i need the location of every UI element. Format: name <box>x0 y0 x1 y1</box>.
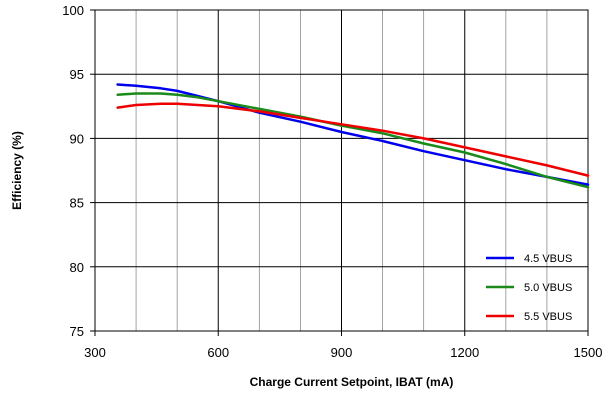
x-tick-label: 900 <box>331 345 353 360</box>
y-tick-label: 90 <box>70 131 84 146</box>
y-tick-label: 80 <box>70 260 84 275</box>
y-tick-labels: 75 80 85 90 95 100 <box>62 3 84 339</box>
x-tick-label: 1500 <box>574 345 603 360</box>
y-tick-label: 75 <box>70 324 84 339</box>
legend: 4.5 VBUS 5.0 VBUS 5.5 VBUS <box>486 253 572 323</box>
legend-label: 4.5 VBUS <box>524 253 572 265</box>
series-line-4-5-vbus <box>116 83 590 186</box>
x-tick-label: 600 <box>207 345 229 360</box>
x-tick-label: 1200 <box>450 345 479 360</box>
series-lines <box>116 83 590 189</box>
y-tick-label: 85 <box>70 196 84 211</box>
y-axis-title: Efficiency (%) <box>10 131 24 210</box>
y-tick-label: 100 <box>62 3 84 18</box>
series-line-5-5-vbus <box>116 102 590 177</box>
legend-label: 5.0 VBUS <box>524 282 572 294</box>
x-tick-labels: 300 600 900 1200 1500 <box>84 345 602 360</box>
plot-area-frame <box>94 9 589 332</box>
x-tick-label: 300 <box>84 345 106 360</box>
y-tick-label: 95 <box>70 67 84 82</box>
x-axis-title: Charge Current Setpoint, IBAT (mA) <box>250 375 454 389</box>
series-line-5-0-vbus <box>116 92 590 189</box>
legend-label: 5.5 VBUS <box>524 311 572 323</box>
grid <box>90 9 589 336</box>
